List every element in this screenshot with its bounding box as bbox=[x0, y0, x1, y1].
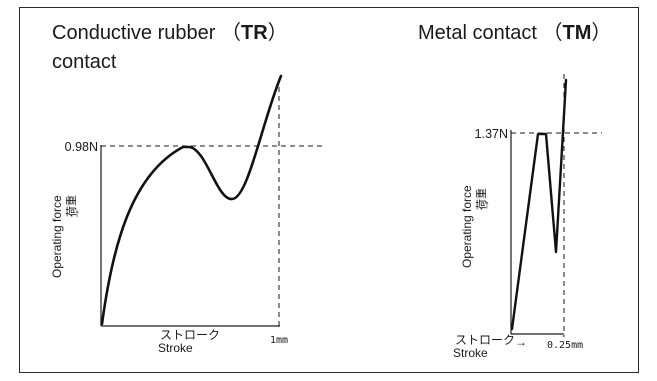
right-title: Metal contact （TM） bbox=[418, 20, 611, 46]
left-y-axis-label-jp: 荷重 bbox=[64, 195, 78, 217]
left-title-code: TR bbox=[241, 22, 268, 44]
right-title-text: Metal contact bbox=[418, 22, 537, 44]
right-x-axis-label: Stroke bbox=[453, 346, 488, 360]
right-stroke-value: 0.25mm bbox=[547, 340, 583, 351]
right-force-curve bbox=[510, 78, 568, 331]
left-stroke-value: 1mm bbox=[270, 335, 288, 346]
left-title: Conductive rubber （TR） bbox=[52, 20, 288, 46]
right-x-axis-label-jp: ストローク bbox=[455, 333, 515, 347]
left-force-curve bbox=[100, 74, 283, 326]
right-x-arrow-icon: → bbox=[515, 335, 527, 349]
left-title-paren: （TR） bbox=[221, 22, 288, 44]
left-force-label: 0.98N bbox=[65, 140, 98, 154]
left-x-axis-label-jp: ストローク bbox=[160, 328, 220, 342]
right-force-label: 1.37N bbox=[475, 127, 508, 141]
left-diagram: 0.98N Operating force 荷重 ↑ ストローク Stroke … bbox=[50, 74, 322, 355]
left-y-arrow-icon: ↑ bbox=[74, 208, 80, 220]
right-diagram: 1.37N Operating force 荷重 ↑ ストローク Stroke … bbox=[453, 74, 602, 360]
right-y-arrow-icon: ↑ bbox=[484, 199, 490, 211]
right-y-axis-label-jp: 荷重 bbox=[474, 188, 488, 210]
figure-frame bbox=[19, 7, 639, 373]
right-title-paren: （TM） bbox=[542, 22, 612, 44]
left-title-line2: contact bbox=[52, 51, 117, 73]
left-x-axis-label: Stroke bbox=[158, 341, 193, 355]
left-y-axis-label: Operating force bbox=[50, 195, 64, 278]
left-title-text: Conductive rubber bbox=[52, 22, 216, 44]
right-title-code: TM bbox=[562, 22, 592, 44]
right-y-axis-label: Operating force bbox=[460, 185, 474, 268]
